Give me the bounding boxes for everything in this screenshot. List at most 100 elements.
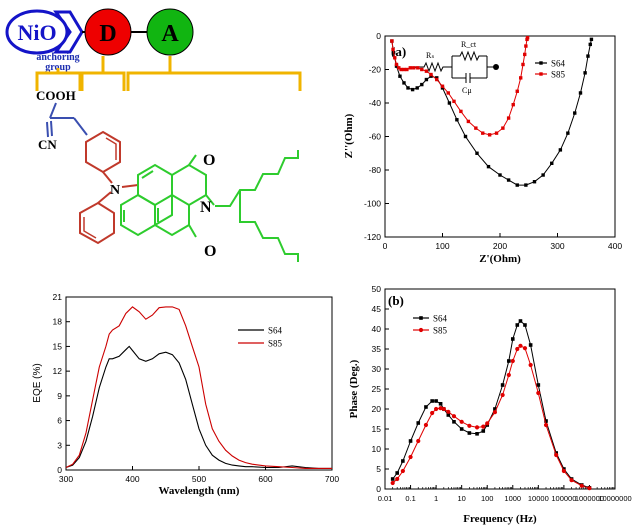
nyquist-data-point-s85: [402, 67, 406, 72]
bode-data-point-s85: [515, 346, 520, 352]
bode-phase-plot: (b) Frequency (Hz) Phase (Deg.) 0.01 0.1 1…: [348, 284, 632, 525]
bode-data-point-s85: [579, 483, 584, 488]
eqe-y-tick-label: 12: [53, 366, 63, 376]
acceptor-label: A: [161, 21, 179, 47]
bode-data-point-s85: [510, 358, 515, 364]
bode-data-point-s85: [390, 480, 395, 486]
eqe-series-line-s64: [65, 345, 332, 469]
anchoring-label-1: anchoring: [36, 52, 79, 63]
bode-data-point-s85: [587, 486, 592, 491]
bode-data-point-s85: [554, 452, 559, 458]
bode-data-point-s85: [416, 438, 421, 444]
bode-data-point-s64: [510, 337, 515, 341]
nyquist-data-point-s64: [447, 101, 452, 105]
nio-ellipse: [5, 9, 69, 55]
nyquist-data-point-s64: [406, 86, 410, 90]
nyquist-data-point-s85: [511, 102, 515, 107]
bode-y-tick-label: 15: [372, 424, 382, 434]
bode-data-point-s64: [536, 383, 541, 387]
eqe-y-tick-label: 18: [53, 317, 63, 327]
dye-structure-scheme: NiO D A anchoring group COOH CN N: [5, 8, 302, 262]
bode-data-point-s85: [423, 422, 429, 428]
eqe-plot: Wavelength (nm) EQE (%) 300 400 500 600 700 0…: [32, 292, 339, 497]
bode-data-point-s64: [452, 420, 456, 424]
bode-x-tick-label: 1: [434, 494, 438, 503]
nyquist-data-point-s64: [420, 82, 424, 87]
nyquist-data-point-s85: [391, 47, 395, 52]
nyquist-data-point-s64: [588, 42, 592, 47]
eqe-x-tick-label: 400: [125, 474, 139, 484]
circuit-terminal: [493, 64, 499, 70]
bode-data-point-s85: [474, 425, 480, 430]
acceptor-circle: [146, 8, 194, 56]
bode-y-tick-label: 50: [372, 284, 382, 294]
bode-series-line-s85: [392, 345, 590, 489]
bode-legend-marker-s85: [418, 327, 424, 333]
bode-data-point-s64: [493, 407, 497, 411]
nyquist-y-tick-label: -120: [364, 232, 381, 242]
cooh-label: COOH: [36, 88, 76, 103]
bode-data-point-s85: [518, 343, 523, 348]
bode-y-tick-label: 20: [372, 404, 382, 414]
bode-data-point-s64: [523, 323, 527, 327]
nyquist-data-point-s64: [515, 183, 519, 187]
eqe-x-axis-label: Wavelength (nm): [159, 485, 240, 497]
nyquist-data-point-s64: [532, 180, 537, 184]
nyquist-data-point-s85: [459, 109, 463, 114]
nyquist-plot: (a) Z'(Ohm) Z''(Ohm) Rₛ R_ct Cμ 0 100 200 3…: [343, 31, 622, 265]
nio-label: NiO: [17, 20, 56, 45]
eqe-y-tick-label: 15: [53, 341, 63, 351]
bode-legend-label-s85: S85: [433, 326, 448, 336]
nyquist-y-tick-label: -40: [369, 98, 382, 108]
bode-y-tick-label: 45: [372, 304, 382, 314]
bode-data-point-s85: [408, 454, 413, 460]
bode-data-point-s85: [459, 419, 464, 424]
bode-x-tick-label: 10: [457, 494, 465, 503]
nyquist-plot-frame: [384, 35, 616, 238]
nyquist-data-point-s64: [573, 111, 577, 115]
nyquist-data-point-s64: [463, 134, 468, 139]
bode-data-point-s85: [446, 409, 451, 414]
circuit-rct-label: R_ct: [461, 40, 477, 49]
bode-data-point-s85: [438, 406, 443, 411]
bode-x-tick-label: 0.1: [405, 494, 415, 503]
eqe-y-tick-label: 6: [57, 416, 62, 426]
nyquist-series-line-s85: [391, 37, 529, 136]
bode-data-point-s64: [395, 471, 399, 475]
bode-legend-label-s64: S64: [433, 314, 448, 324]
bode-data-point-s64: [528, 343, 533, 347]
nyquist-y-tick-label: -20: [369, 65, 382, 75]
bode-data-point-s85: [561, 468, 566, 474]
bode-data-point-s85: [569, 478, 574, 483]
bode-data-point-s64: [518, 319, 523, 323]
nyquist-data-point-s85: [399, 67, 403, 72]
bode-data-point-s64: [459, 427, 464, 431]
eqe-y-axis-label: EQE (%): [32, 363, 43, 402]
nyquist-data-point-s64: [475, 151, 479, 155]
nyquist-y-tick-label: -60: [369, 132, 382, 142]
naphthalimide-core: [120, 154, 215, 238]
eqe-y-tick-label: 9: [57, 391, 62, 401]
nyquist-data-point-s85: [446, 91, 450, 95]
eqe-x-tick-label: 600: [258, 474, 272, 484]
bode-data-point-s64: [430, 399, 434, 403]
bode-data-point-s64: [401, 459, 405, 463]
eqe-series-line-s85: [65, 306, 332, 469]
nyquist-data-point-s64: [498, 173, 502, 177]
nyquist-data-point-s64: [524, 183, 528, 187]
nyquist-x-tick-label: 200: [493, 241, 507, 251]
eqe-legend-label-s85: S85: [268, 339, 283, 349]
nyquist-data-point-s85: [424, 69, 429, 73]
nyquist-x-tick-label: 100: [435, 241, 449, 251]
nyquist-x-tick-label: 400: [608, 241, 622, 251]
nyquist-data-point-s85: [506, 116, 511, 120]
bode-data-point-s85: [434, 406, 439, 412]
nyquist-data-point-s64: [424, 77, 429, 82]
nyquist-y-tick-label: -80: [369, 165, 382, 175]
bode-y-tick-label: 30: [372, 364, 382, 374]
bode-x-tick-label: 10000000: [598, 494, 631, 503]
bode-data-point-s85: [500, 392, 505, 398]
phenyl-ring-bottom-inner: [83, 217, 97, 239]
acceptor-bracket: [126, 56, 302, 91]
